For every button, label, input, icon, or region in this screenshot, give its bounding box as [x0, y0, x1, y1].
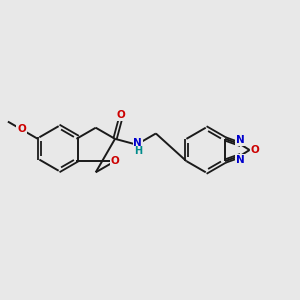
- Text: N: N: [236, 135, 245, 145]
- Text: H: H: [134, 146, 142, 156]
- Text: O: O: [251, 145, 260, 155]
- Text: N: N: [134, 138, 142, 148]
- Text: O: O: [111, 156, 119, 166]
- Text: N: N: [236, 155, 245, 165]
- Text: O: O: [116, 110, 125, 120]
- Text: O: O: [17, 124, 26, 134]
